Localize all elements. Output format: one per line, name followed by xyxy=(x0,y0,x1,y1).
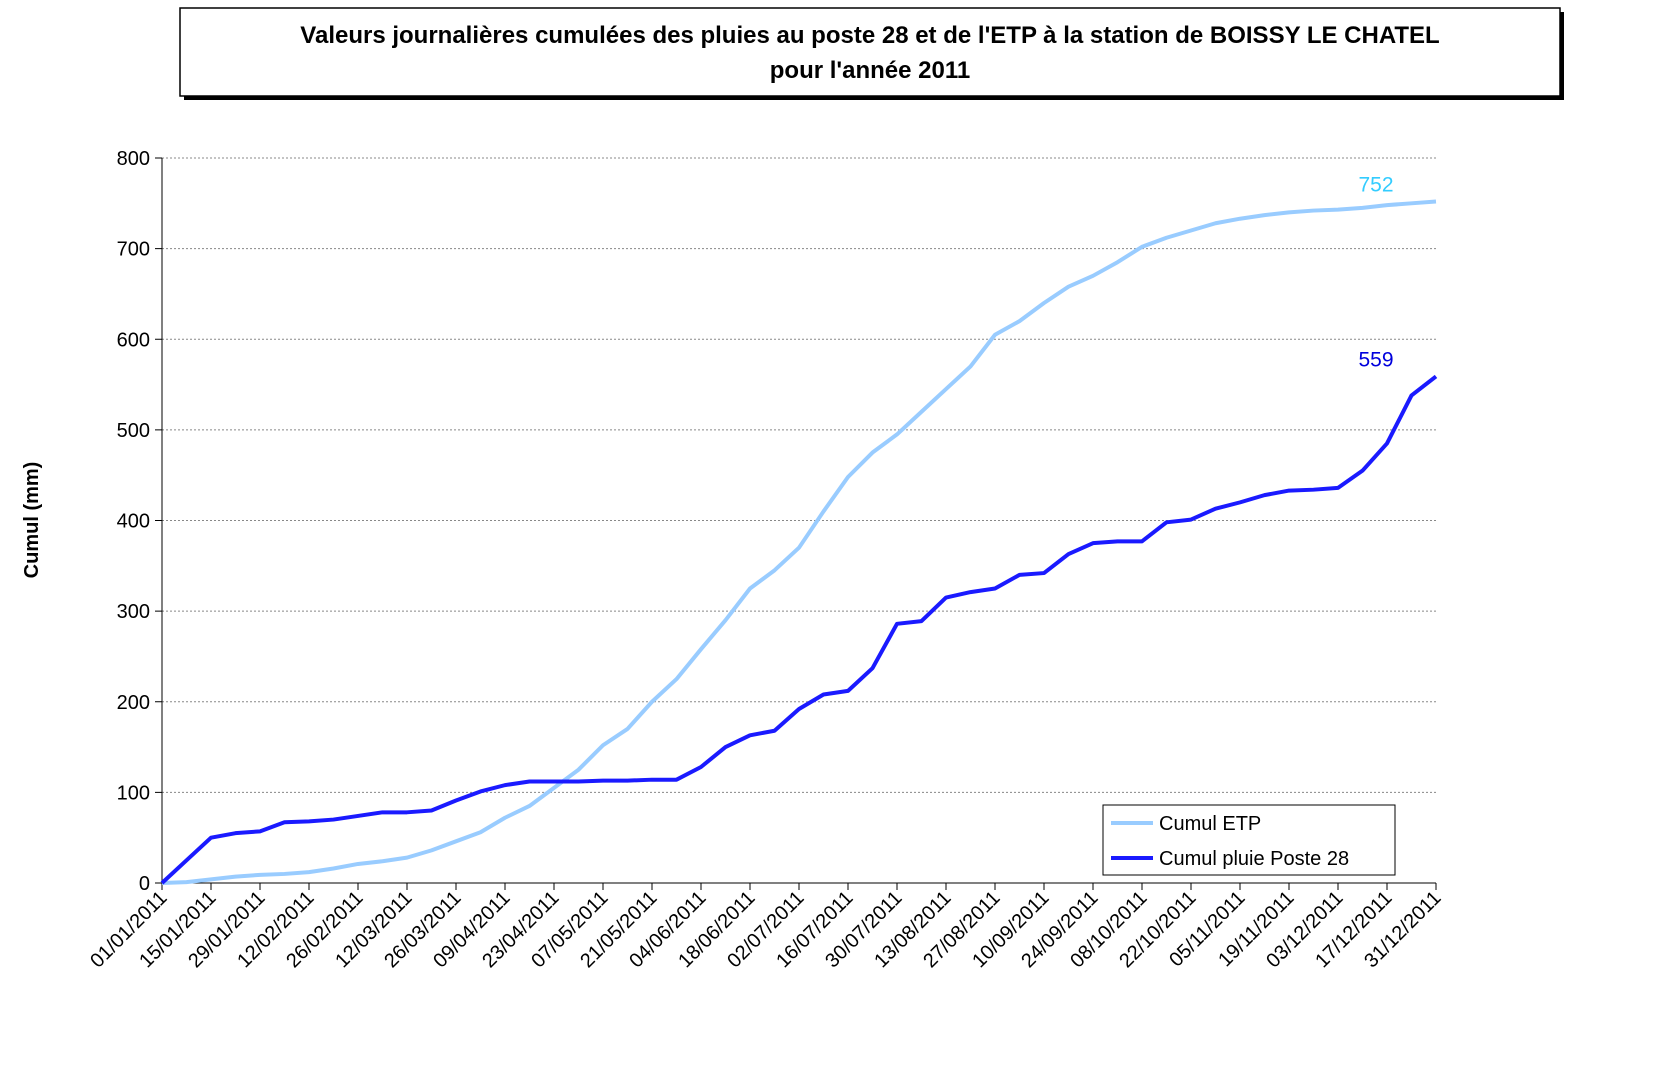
title-box xyxy=(179,7,1561,97)
y-tick-label: 0 xyxy=(139,873,150,895)
y-tick-label: 400 xyxy=(117,511,150,533)
chart-title: Valeurs journalières cumulées des pluies… xyxy=(300,22,1439,49)
data-label: 559 xyxy=(1358,348,1393,371)
y-tick-label: 100 xyxy=(117,782,150,804)
series-line xyxy=(161,199,1437,885)
y-axis-label: Cumul (mm) xyxy=(21,462,43,579)
chart-title: pour l'année 2011 xyxy=(770,57,970,84)
y-tick-label: 600 xyxy=(117,329,150,351)
y-tick-label: 500 xyxy=(117,420,150,442)
y-tick-label: 300 xyxy=(117,601,150,623)
legend-label: Cumul ETP xyxy=(1159,813,1261,835)
y-tick-label: 200 xyxy=(117,692,150,714)
legend-label: Cumul pluie Poste 28 xyxy=(1159,848,1349,870)
series-line xyxy=(160,374,1438,885)
data-label: 752 xyxy=(1358,174,1393,197)
legend-box xyxy=(1102,804,1396,876)
y-tick-label: 700 xyxy=(117,239,150,261)
y-tick-label: 800 xyxy=(117,148,150,170)
